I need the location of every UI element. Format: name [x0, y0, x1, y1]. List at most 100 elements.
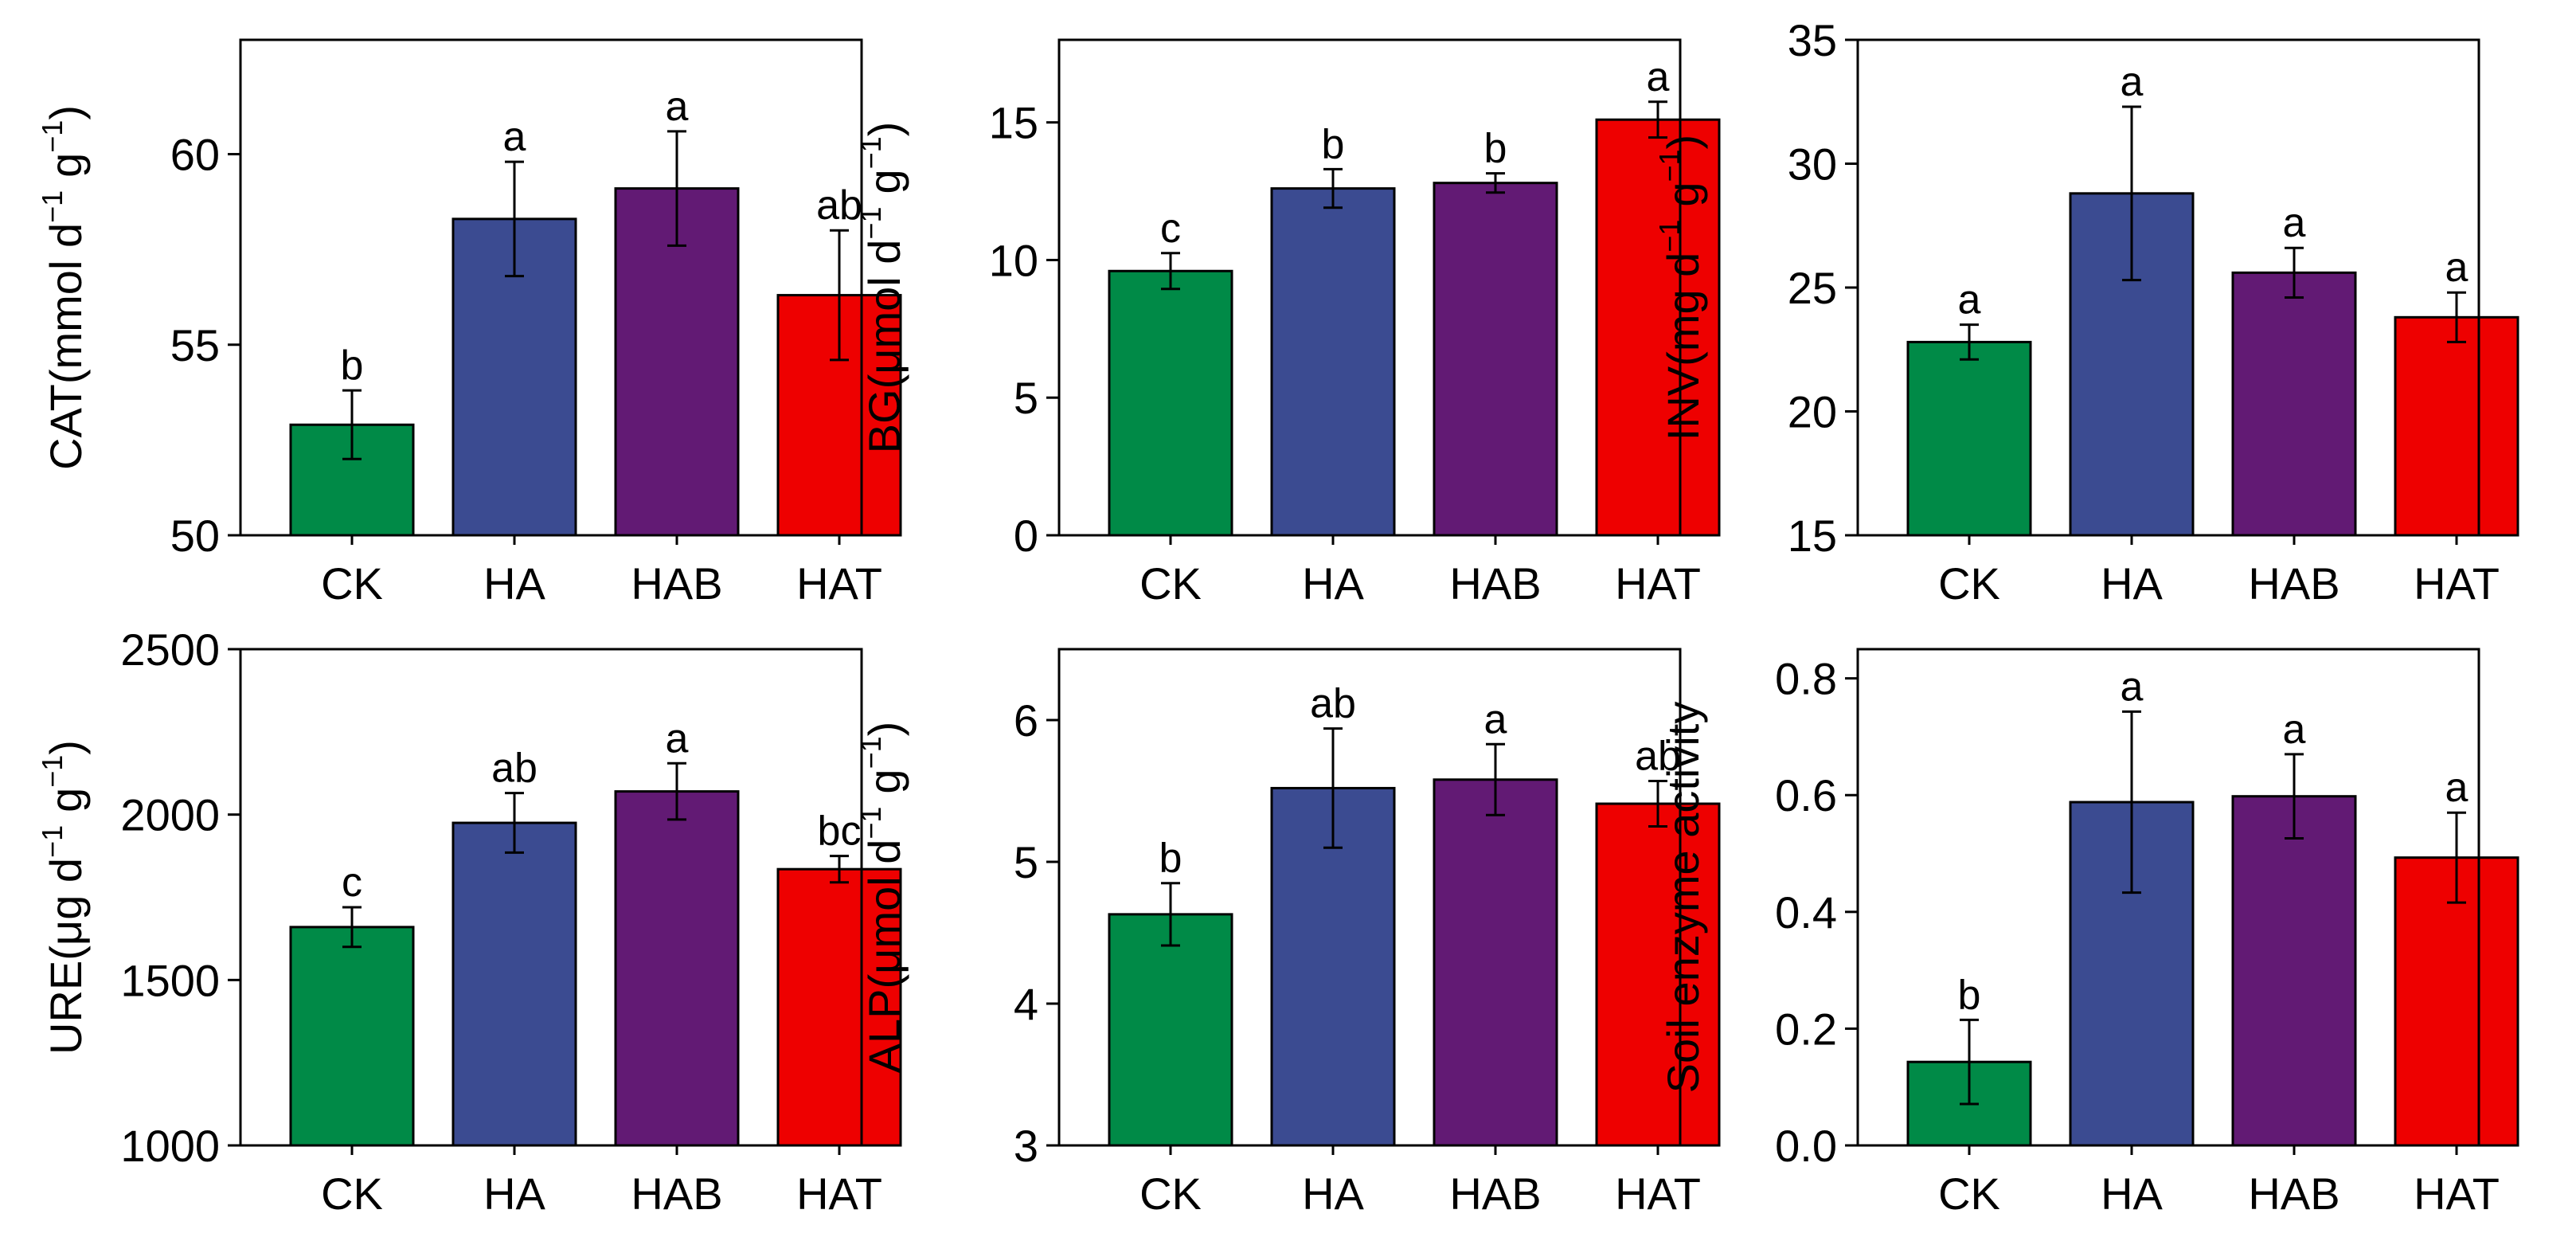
bar-hat	[2394, 315, 2519, 537]
plot-frame	[1856, 38, 2480, 537]
error-bar-hab	[1486, 742, 1505, 816]
y-tick-label: 2500	[120, 624, 220, 675]
bar-ha	[1270, 187, 1396, 537]
y-tick-label: 0.0	[1775, 1121, 1837, 1171]
x-tick-label-hat: HAT	[796, 1169, 882, 1219]
x-tick-label-hat: HAT	[2414, 558, 2500, 609]
y-tick-label: 0.4	[1775, 887, 1837, 938]
x-tick-label-ck: CK	[1139, 1169, 1202, 1219]
bar-hat	[2394, 856, 2519, 1147]
y-axis-title-unit: g	[41, 788, 91, 812]
y-axis-title-exponent: −1	[36, 120, 68, 153]
significance-label-ha: ab	[1310, 681, 1356, 727]
error-bar-ck	[342, 906, 362, 949]
significance-label-hab: a	[2283, 200, 2306, 246]
y-axis-title-unit: g	[859, 769, 909, 793]
x-tick-label-hab: HAB	[1449, 558, 1541, 609]
bar-ck	[1906, 340, 2032, 537]
significance-label-hat: a	[2445, 765, 2469, 811]
y-tick-label: 15	[989, 98, 1038, 148]
y-tick-label: 35	[1788, 15, 1837, 65]
significance-label-ck: b	[341, 343, 364, 389]
significance-label-ha: b	[1322, 121, 1345, 167]
y-axis-title-main: BG(μmol d	[859, 240, 909, 454]
error-bar-ck	[342, 389, 362, 460]
x-tick-label-ck: CK	[321, 558, 383, 609]
y-axis-title-close: )	[859, 722, 909, 737]
y-axis-title-main: INV(mg d	[1658, 253, 1708, 441]
error-bar-hat	[1648, 780, 1667, 828]
bar-hab	[2231, 795, 2357, 1147]
bar-hab	[1433, 778, 1558, 1147]
significance-label-ck: b	[1958, 972, 1981, 1018]
y-axis-title-close: )	[41, 740, 91, 755]
significance-label-ha: a	[503, 114, 526, 160]
y-tick-label: 6	[1014, 695, 1038, 746]
y-tick-label: 5	[1014, 373, 1038, 423]
y-tick-label: 55	[170, 320, 220, 370]
error-bar-ha	[2122, 105, 2141, 282]
bar-hat	[1595, 802, 1721, 1147]
bar-hab	[614, 790, 740, 1147]
chart-panel-4: c CK ab HA a HAB bc HAT 1000 1500 2000 2500 URE(μg d…	[36, 624, 902, 1219]
x-tick-label-hat: HAT	[796, 558, 882, 609]
y-axis-title-unit: g	[1658, 182, 1708, 207]
error-bar-ck	[1960, 1018, 1979, 1106]
y-axis-title-main: URE(μg d	[41, 858, 91, 1055]
significance-label-ha: ab	[491, 746, 537, 792]
y-axis-title: Soil enzyme activity	[1658, 702, 1708, 1094]
significance-label-ha: a	[2121, 59, 2144, 105]
error-bar-ha	[505, 792, 524, 854]
y-axis-title: INV(mg d−1g−1)	[1653, 135, 1708, 440]
x-tick-label-hab: HAB	[631, 1169, 722, 1219]
error-bar-ha	[505, 160, 524, 278]
y-tick-label: 20	[1788, 387, 1837, 437]
y-tick-label: 50	[170, 511, 220, 561]
plot-frame	[239, 648, 863, 1147]
error-bar-hab	[667, 761, 686, 821]
y-tick-label: 1000	[120, 1121, 220, 1171]
y-axis-title: BG(μmol d−1g−1)	[854, 122, 909, 454]
y-axis-title-exponent: −1	[1653, 220, 1686, 253]
x-tick-label-ck: CK	[1938, 558, 2000, 609]
error-bar-ha	[1323, 727, 1343, 849]
x-tick-label-ck: CK	[321, 1169, 383, 1219]
significance-label-hab: a	[2283, 707, 2306, 753]
error-bar-hat	[830, 229, 849, 362]
error-bar-ha	[1323, 167, 1343, 209]
x-tick-label-ck: CK	[1938, 1169, 2000, 1219]
significance-label-hat: a	[1647, 54, 1670, 100]
x-tick-label-ha: HA	[2101, 1169, 2163, 1219]
y-axis-title-unit: g	[859, 169, 909, 194]
x-tick-label-ha: HA	[483, 558, 545, 609]
error-bar-hat	[1648, 100, 1667, 139]
significance-label-ck: c	[342, 859, 362, 906]
y-tick-label: 15	[1788, 511, 1837, 561]
error-bar-hab	[667, 130, 686, 247]
y-axis-title-exponent: −1	[36, 825, 68, 858]
significance-label-hat: a	[2445, 245, 2469, 291]
x-tick-label-hab: HAB	[2248, 558, 2340, 609]
y-axis-title: URE(μg d−1g−1)	[36, 740, 91, 1055]
y-axis-title-unit: g	[41, 153, 91, 178]
y-axis-title-close: )	[41, 105, 91, 120]
y-axis-title-exponent: −1	[854, 736, 887, 769]
significance-label-hat: ab	[816, 182, 862, 229]
bar-ck	[289, 926, 415, 1147]
significance-label-ck: a	[1958, 277, 1981, 323]
y-axis-title-exponent: −1	[854, 136, 887, 169]
x-tick-label-ha: HA	[1302, 558, 1364, 609]
x-tick-label-ck: CK	[1139, 558, 1202, 609]
significance-label-ha: a	[2121, 664, 2144, 710]
chart-panel-6: b CK a HA a HAB a HAT 0.0 0.2 0.4 0.6 0.8 Soil enzyme…	[1658, 648, 2519, 1219]
x-tick-label-ha: HA	[483, 1169, 545, 1219]
error-bar-hab	[2285, 753, 2304, 840]
significance-label-ck: c	[1160, 206, 1181, 252]
y-tick-label: 4	[1014, 979, 1038, 1029]
bar-ck	[1108, 269, 1233, 537]
x-tick-label-hat: HAT	[2414, 1169, 2500, 1219]
